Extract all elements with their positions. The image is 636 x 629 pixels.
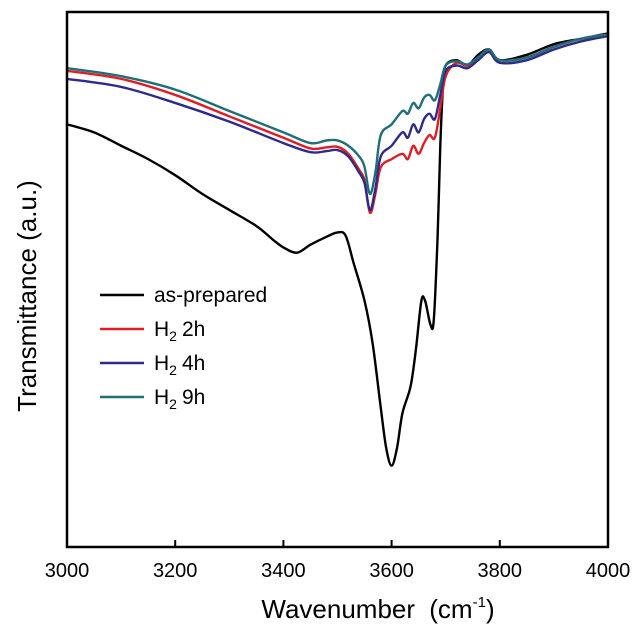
plot-lines [65,32,610,467]
x-tick-label-3: 3600 [369,560,414,582]
plot-frame [65,10,610,549]
x-axis-title-main: Wavenumber [261,594,415,624]
x-tick-label-4: 3800 [478,560,523,582]
series-line-3 [65,33,610,196]
x-tick-label-1: 3200 [153,560,198,582]
legend-label-3: H2 9h [154,386,205,412]
legend: as-prepared H2 2h H2 4h H2 9h [100,284,267,412]
legend-label-1: H2 2h [154,318,205,344]
legend-label-0: as-prepared [154,284,267,307]
x-tick-label-0: 3000 [45,560,90,582]
x-axis-title: Wavenumber (cm-1) [261,594,494,624]
x-axis-title-unit-exponent: -1 [473,594,486,611]
series-line-0 [65,32,610,467]
legend-label-2: H2 4h [154,352,205,378]
x-tick-label-2: 3400 [261,560,306,582]
y-axis-title: Transmittance (a.u.) [12,180,42,412]
x-tick-label-5: 4000 [586,560,631,582]
x-axis-title-unit: (cm [429,594,472,624]
x-axis-title-unit-close: ) [486,594,495,624]
series-line-2 [65,34,610,212]
x-axis-ticks: 3000 3200 3400 3600 3800 4000 [45,540,631,582]
